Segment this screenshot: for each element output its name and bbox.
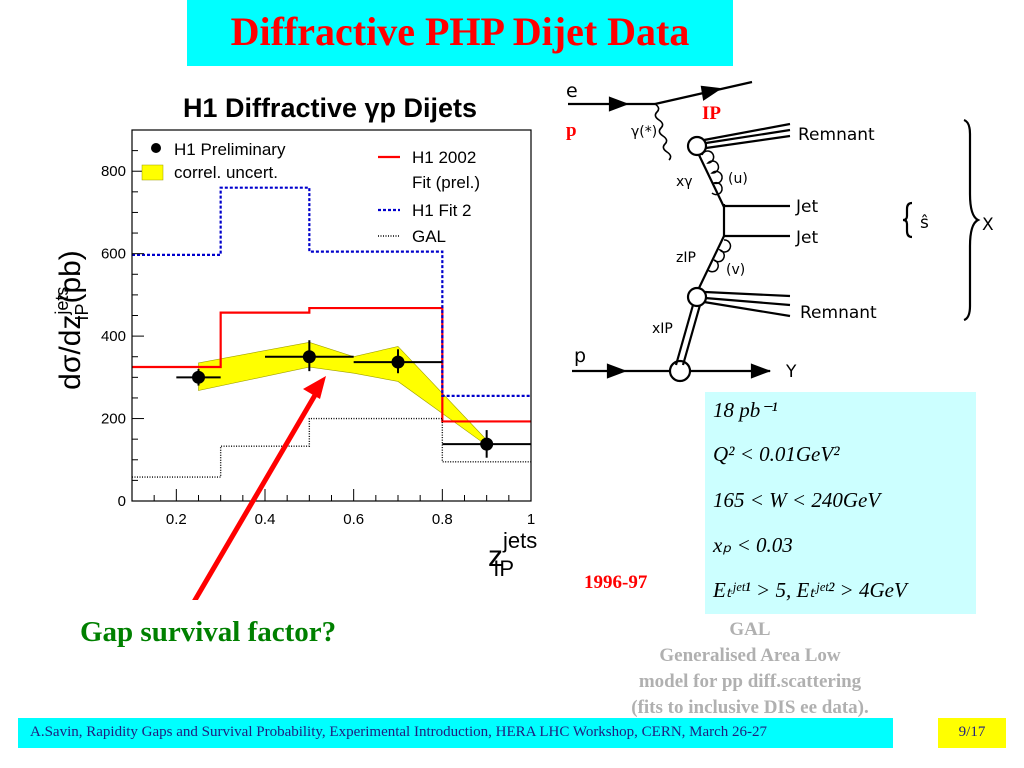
remnant-bot-2 [704,296,791,307]
page-number-box: 9/17 [938,718,1006,748]
title-box: Diffractive PHP Dijet Data [187,0,733,66]
label-z-ip: zIP [676,250,696,266]
gap-survival-label: Gap survival factor? [80,616,337,648]
chart-title: H1 Diffractive γp Dijets [183,93,477,123]
label-remnant-bottom: Remnant [800,303,877,323]
legend-marker-h1-prelim [151,143,161,153]
label-x: X [982,215,994,235]
photon-line [654,103,672,161]
data-point [480,437,494,451]
x-tick-label: 1 [527,511,535,528]
data-point [391,355,405,369]
label-jet-2: Jet [795,228,818,248]
chart: H1 Diffractive γp Dijets 0.2 0.4 0.6 0.8 1 0 2… [52,93,537,600]
legend-label-h1-2002: H1 2002 [412,148,476,167]
label-gamma: γ(*) [631,124,657,140]
y-tick-label: 600 [101,246,126,263]
gal-note-line4: (fits to inclusive DIS ee data). [631,697,869,718]
legend-label-band: correl. uncert. [174,163,278,182]
electron-in-arrow [608,96,630,112]
gluon-u [701,150,723,196]
series-gal [132,417,531,478]
label-jet-1: Jet [795,197,818,217]
upper-vertex [686,135,708,157]
remnant-bot-3 [703,300,791,318]
axes: 0.2 0.4 0.6 0.8 1 0 200 400 600 800 [101,129,535,528]
label-v: (v) [726,262,745,278]
pomeron-line-b [681,304,702,366]
gal-note: GAL Generalised Area Low model for pp di… [600,617,900,721]
param-et: Eₜʲᵉᵗ¹ > 5, Eₜʲᵉᵗ² > 4GeV [713,578,907,602]
gap-arrow-head [303,376,326,399]
legend-right: H1 2002 Fit (prel.) H1 Fit 2 GAL [378,148,480,246]
label-x-ip: xIP [652,321,673,337]
years-label: 1996-97 [584,572,648,593]
param-q2: Q² < 0.01GeV² [713,442,840,466]
pomeron-line-a [674,304,695,366]
gal-note-line1: GAL [729,619,771,640]
params-box: 18 pb⁻¹ Q² < 0.01GeV² 165 < W < 240GeV x… [705,392,976,614]
y-tick-label: 400 [101,328,126,345]
legend-label-h1-fit2: H1 Fit 2 [412,201,472,220]
proton-in-arrow [606,363,628,379]
label-u: (u) [728,171,748,187]
remnant-top-2 [705,128,791,145]
label-p-bottom: p [574,345,586,367]
legend-label-fit-prel: Fit (prel.) [412,173,480,192]
series-h1-2002 [132,306,531,423]
gap-arrow-shaft [192,388,321,600]
label-remnant-top: Remnant [798,125,875,145]
label-e: e [566,80,578,102]
remnant-top-1 [703,122,791,142]
y-tick-label: 800 [101,163,126,180]
feynman-diagram: e p IP γ(*) Remnant xγ (u) Jet Jet ŝ X z… [566,80,994,383]
x-tick-label: 0.6 [343,511,364,528]
legend-label-h1-prelim: H1 Preliminary [174,140,286,159]
label-y: Y [785,362,797,382]
x-tick-label: 0.4 [255,511,276,528]
plot-area [132,186,531,478]
electron-out-arrow [700,85,723,101]
legend-swatch-band [141,164,164,181]
y-axis-label: dσ/dzjetsIP(pb) [52,250,92,390]
page-number: 9/17 [958,724,986,740]
gluon-v [707,239,732,273]
label-p-top: p [566,120,577,141]
label-s-hat: ŝ [920,213,929,233]
brace-s [902,201,913,239]
x-tick-label: 0.2 [166,511,187,528]
footer-text: A.Savin, Rapidity Gaps and Survival Prob… [30,724,768,740]
remnant-bot-1 [704,290,791,298]
data-point [192,370,205,384]
label-ip: IP [702,103,721,124]
footer: A.Savin, Rapidity Gaps and Survival Prob… [18,718,893,748]
label-x-gamma: xγ [676,174,693,190]
gal-note-line3: model for pp diff.scattering [638,671,862,692]
param-w: 165 < W < 240GeV [713,488,881,512]
remnant-top-3 [705,134,791,150]
data-point [302,350,316,364]
legend-label-gal: GAL [412,227,446,246]
param-xp: xₚ < 0.03 [713,533,793,557]
param-luminosity: 18 pb⁻¹ [713,398,778,422]
y-tick-label: 0 [118,493,126,510]
gal-note-line2: Generalised Area Low [659,645,841,666]
proton-out-arrow [750,363,772,379]
slide-title: Diffractive PHP Dijet Data [230,9,690,54]
brace-x [963,118,981,322]
legend-left: H1 Preliminary correl. uncert. [141,140,286,182]
quark-line-lower [698,235,725,289]
y-tick-label: 200 [101,411,126,428]
x-tick-label: 0.8 [432,511,453,528]
lower-vertex [686,286,708,308]
x-axis-label: zjets IP [488,528,537,581]
quark-line-upper [698,154,725,208]
series-h1-fit-2 [132,186,531,397]
proton-vertex [668,359,692,383]
